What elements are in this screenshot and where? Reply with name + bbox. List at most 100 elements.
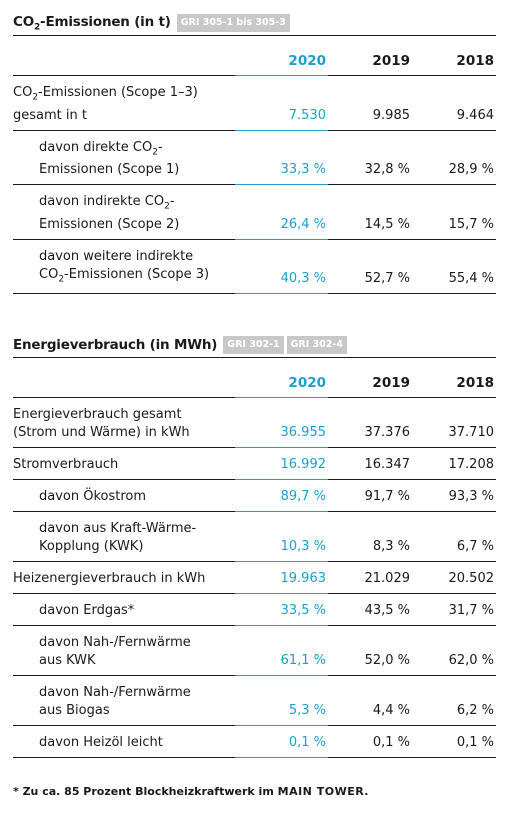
value-2019: 91,7 % — [328, 479, 412, 512]
row-label-line: Emissionen (Scope 1) — [39, 162, 180, 178]
row-label: davon direkte CO2- Emissionen (Scope 1) — [13, 130, 235, 186]
row-label: davon Heizöl leicht — [13, 725, 235, 758]
row-label-line: Energieverbrauch gesamt — [13, 407, 182, 422]
table-row: Heizenergieverbrauch in kWh 19.963 21.029 2… — [13, 561, 496, 594]
energy-title: Energieverbrauch (in MWh) — [13, 337, 218, 353]
value-2019: 32,8 % — [328, 130, 412, 186]
value-2020: 36.955 — [235, 397, 328, 448]
row-label: Energieverbrauch gesamt (Strom und Wärme)… — [13, 397, 235, 448]
value-2020: 16.992 — [235, 447, 328, 480]
row-label-line: davon aus Kraft-Wärme- — [39, 521, 197, 536]
value-2018: 37.710 — [412, 397, 496, 448]
table-row: Energieverbrauch gesamt (Strom und Wärme)… — [13, 397, 496, 448]
co2-header-row: 2020 2019 2018 — [13, 36, 496, 76]
table-row: davon Heizöl leicht 0,1 % 0,1 % 0,1 % — [13, 725, 496, 758]
year-header-2018: 2018 — [412, 358, 496, 398]
header-label-cell — [13, 36, 235, 76]
value-2020: 5,3 % — [235, 675, 328, 726]
year-header-2020: 2020 — [235, 36, 328, 76]
co2-title-row: CO2-Emissionen (in t) GRI 305-1 bis 305-… — [13, 13, 496, 33]
table-row: davon Erdgas* 33,5 % 43,5 % 31,7 % — [13, 593, 496, 626]
value-2018: 28,9 % — [412, 130, 496, 186]
gri-badge: GRI 302-1 — [223, 336, 284, 354]
row-label-line: Stromverbrauch — [13, 457, 119, 472]
footnote: * Zu ca. 85 Prozent Blockheizkraftwerk i… — [13, 785, 369, 798]
table-row: davon Nah-/Fernwärme aus KWK 61,1 % 52,0 % 6… — [13, 625, 496, 676]
value-2018: 9.464 — [412, 75, 496, 131]
row-label-line: aus KWK — [39, 653, 96, 668]
row-label-line: gesamt in t — [13, 107, 87, 123]
value-2020: 33,5 % — [235, 593, 328, 626]
table-row: davon aus Kraft-Wärme- Kopplung (KWK) 10,3… — [13, 511, 496, 562]
row-label: CO2-Emissionen (Scope 1–3) gesamt in t — [13, 75, 235, 131]
value-2018: 31,7 % — [412, 593, 496, 626]
row-label-line: (Strom und Wärme) in kWh — [13, 425, 190, 440]
row-label-line: CO2-Emissionen (Scope 1–3) — [13, 85, 198, 103]
value-2018: 17.208 — [412, 447, 496, 480]
row-label-line: Emissionen (Scope 2) — [39, 216, 180, 232]
value-2020: 10,3 % — [235, 511, 328, 562]
energy-table: 2020 2019 2018 Energieverbrauch gesamt (Stro… — [13, 358, 496, 758]
value-2019: 8,3 % — [328, 511, 412, 562]
row-label-line: Kopplung (KWK) — [39, 539, 144, 554]
co2-top-rule — [13, 35, 496, 36]
table-row: davon weitere indirekte CO2-Emissionen (S… — [13, 239, 496, 295]
energy-title-row: Energieverbrauch (in MWh) GRI 302-1 GRI … — [13, 335, 496, 355]
value-2019: 21.029 — [328, 561, 412, 594]
value-2019: 52,7 % — [328, 239, 412, 295]
value-2018: 0,1 % — [412, 725, 496, 758]
table-row: davon Nah-/Fernwärme aus Biogas 5,3 % 4,4 %… — [13, 675, 496, 726]
header-label-cell — [13, 358, 235, 398]
row-label-line: davon indirekte CO2- — [39, 194, 175, 212]
value-2018: 15,7 % — [412, 184, 496, 240]
row-label-line: aus Biogas — [39, 703, 110, 718]
value-2020: 89,7 % — [235, 479, 328, 512]
table-row: CO2-Emissionen (Scope 1–3) gesamt in t 7.5… — [13, 75, 496, 131]
value-2019: 0,1 % — [328, 725, 412, 758]
table-row: davon Ökostrom 89,7 % 91,7 % 93,3 % — [13, 479, 496, 512]
row-label-line: CO2-Emissionen (Scope 3) — [39, 266, 210, 285]
value-2019: 9.985 — [328, 75, 412, 131]
co2-section: CO2-Emissionen (in t) GRI 305-1 bis 305-… — [13, 13, 496, 295]
row-label: davon Erdgas* — [13, 593, 235, 626]
energy-top-rule — [13, 357, 496, 358]
value-2018: 20.502 — [412, 561, 496, 594]
row-label-line: davon Nah-/Fernwärme — [39, 685, 191, 700]
value-2020: 19.963 — [235, 561, 328, 594]
row-label: davon aus Kraft-Wärme- Kopplung (KWK) — [13, 511, 235, 562]
value-2018: 62,0 % — [412, 625, 496, 676]
row-label-line: Heizenergieverbrauch in kWh — [13, 571, 206, 586]
value-2019: 16.347 — [328, 447, 412, 480]
row-label-line: davon Erdgas* — [39, 603, 135, 618]
value-2020: 26,4 % — [235, 184, 328, 240]
table-row: davon direkte CO2- Emissionen (Scope 1) 33… — [13, 130, 496, 186]
value-2019: 4,4 % — [328, 675, 412, 726]
gri-badge: GRI 302-4 — [286, 336, 347, 354]
value-2018: 93,3 % — [412, 479, 496, 512]
year-header-2019: 2019 — [328, 36, 412, 76]
row-label-line: davon Nah-/Fernwärme — [39, 635, 191, 650]
table-row: davon indirekte CO2- Emissionen (Scope 2)… — [13, 184, 496, 240]
value-2020: 7.530 — [235, 75, 328, 131]
co2-title: CO2-Emissionen (in t) — [13, 13, 171, 33]
value-2018: 55,4 % — [412, 239, 496, 295]
value-2020: 40,3 % — [235, 239, 328, 295]
energy-section: Energieverbrauch (in MWh) GRI 302-1 GRI … — [13, 335, 496, 758]
table-row: Stromverbrauch 16.992 16.347 17.208 — [13, 447, 496, 480]
row-label: Stromverbrauch — [13, 447, 235, 480]
row-label-line: davon Ökostrom — [39, 489, 147, 504]
year-header-2020: 2020 — [235, 358, 328, 398]
value-2018: 6,7 % — [412, 511, 496, 562]
value-2019: 52,0 % — [328, 625, 412, 676]
co2-table: 2020 2019 2018 CO2-Emissionen (Scope 1–3) ge… — [13, 36, 496, 295]
value-2018: 6,2 % — [412, 675, 496, 726]
value-2020: 33,3 % — [235, 130, 328, 186]
value-2019: 37.376 — [328, 397, 412, 448]
gri-badge: GRI 305-1 bis 305-3 — [176, 14, 290, 32]
row-label-line: davon weitere indirekte — [39, 248, 194, 264]
value-2019: 43,5 % — [328, 593, 412, 626]
row-label: davon indirekte CO2- Emissionen (Scope 2) — [13, 184, 235, 240]
row-label: davon Nah-/Fernwärme aus Biogas — [13, 675, 235, 726]
year-header-2018: 2018 — [412, 36, 496, 76]
value-2020: 0,1 % — [235, 725, 328, 758]
